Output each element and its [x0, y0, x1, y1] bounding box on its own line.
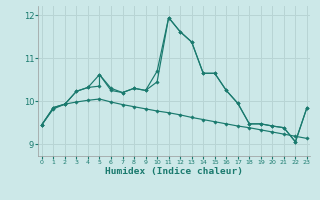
X-axis label: Humidex (Indice chaleur): Humidex (Indice chaleur) [105, 167, 244, 176]
